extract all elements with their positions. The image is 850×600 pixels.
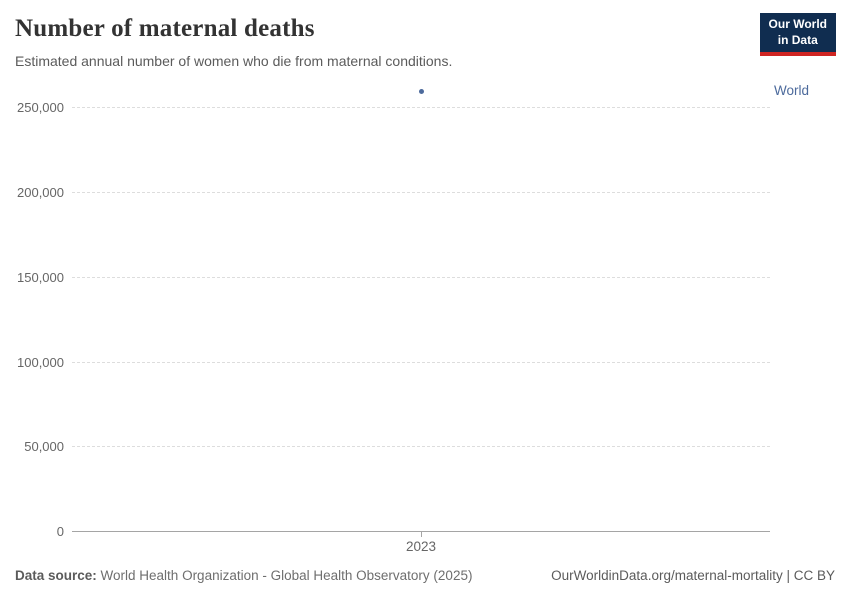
data-source-text: World Health Organization - Global Healt…: [96, 568, 473, 583]
gridline-150000: [72, 276, 770, 278]
owid-logo-line2: in Data: [777, 32, 818, 47]
data-source-label: Data source:: [15, 568, 97, 583]
data-point-world[interactable]: [418, 88, 424, 94]
y-tick-label: 0: [56, 524, 64, 539]
chart-subtitle: Estimated annual number of women who die…: [15, 53, 453, 69]
gridline-200000: [72, 192, 770, 194]
x-tick-label: 2023: [405, 539, 437, 554]
license-link[interactable]: OurWorldinData.org/maternal-mortality | …: [551, 568, 835, 583]
y-tick-label: 250,000: [17, 100, 64, 116]
chart-footer: Data source: World Health Organization -…: [15, 568, 835, 583]
chart-title: Number of maternal deaths: [15, 15, 315, 42]
series-label-world[interactable]: World: [774, 83, 810, 99]
gridline-50000: [72, 446, 770, 448]
x-tick-mark: [421, 532, 422, 537]
owid-logo[interactable]: Our World in Data: [759, 13, 836, 57]
y-tick-label: 100,000: [17, 354, 64, 370]
data-source: Data source: World Health Organization -…: [15, 568, 472, 583]
y-tick-label: 50,000: [24, 439, 64, 455]
x-axis-line: [72, 531, 770, 532]
owid-logo-line1: Our World: [768, 17, 827, 31]
y-tick-label: 150,000: [17, 269, 64, 285]
gridline-250000: [72, 107, 770, 109]
gridline-100000: [72, 361, 770, 363]
y-tick-label: 200,000: [17, 185, 64, 201]
